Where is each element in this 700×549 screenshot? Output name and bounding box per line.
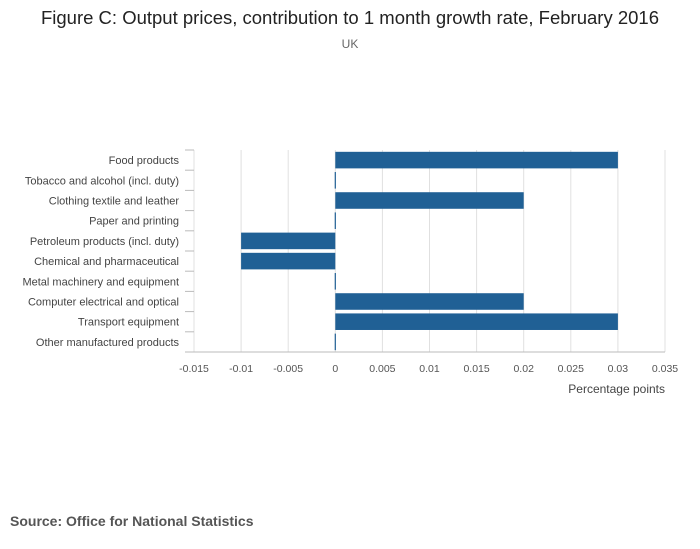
category-label: Computer electrical and optical [28, 297, 179, 309]
bar-petroleum-products-incl-duty [241, 232, 336, 250]
x-tick-label: -0.015 [179, 363, 209, 375]
bar-metal-machinery-and-equipment [334, 273, 336, 290]
bar-other-manufactured-products [334, 333, 336, 351]
category-label: Metal machinery and equipment [22, 276, 179, 288]
bar-clothing-textile-and-leather [335, 192, 524, 209]
chart-subtitle: UK [341, 37, 359, 51]
x-tick-label: 0.03 [608, 363, 629, 375]
bar-transport-equipment [335, 313, 618, 330]
x-tick-label: 0.025 [558, 363, 584, 375]
category-label: Petroleum products (incl. duty) [30, 236, 179, 248]
chart-title: Figure C: Output prices, contribution to… [40, 7, 659, 28]
bar-chemical-and-pharmaceutical [241, 252, 336, 270]
category-label: Tobacco and alcohol (incl. duty) [25, 175, 179, 187]
source-note: Source: Office for National Statistics [10, 513, 254, 529]
x-tick-label: 0 [332, 363, 338, 375]
bar-paper-and-printing [334, 212, 336, 229]
category-label: Clothing textile and leather [49, 196, 180, 208]
category-label: Paper and printing [89, 216, 179, 228]
bar-food-products [335, 151, 618, 169]
category-label: Other manufactured products [36, 337, 180, 349]
x-tick-label: -0.005 [273, 363, 303, 375]
x-tick-label: 0.02 [513, 363, 534, 375]
bar-computer-electrical-and-optical [335, 293, 524, 310]
x-tick-label: -0.01 [229, 363, 253, 375]
x-tick-label: 0.015 [463, 363, 489, 375]
bar-tobacco-and-alcohol-incl-duty [334, 172, 336, 189]
category-label: Transport equipment [78, 317, 179, 329]
category-label: Food products [109, 155, 180, 167]
x-tick-label: 0.01 [419, 363, 440, 375]
category-label: Chemical and pharmaceutical [34, 256, 179, 268]
x-tick-label: 0.005 [369, 363, 395, 375]
x-axis-title: Percentage points [568, 382, 665, 396]
x-tick-label: 0.035 [652, 363, 678, 375]
